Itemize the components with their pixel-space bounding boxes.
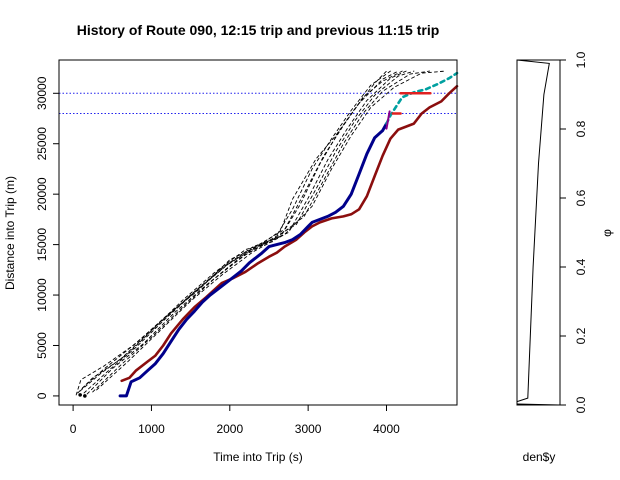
y-tick-label: 0 bbox=[35, 392, 49, 399]
density-y-tick-label: 0.8 bbox=[574, 120, 588, 137]
series-line-7 bbox=[96, 70, 446, 391]
y-axis-label: Distance into Trip (m) bbox=[3, 176, 17, 290]
x-tick-label: 4000 bbox=[373, 422, 400, 436]
x-tick-label: 0 bbox=[70, 422, 77, 436]
series-line-8 bbox=[82, 70, 403, 389]
density-y-tick-label: 0.6 bbox=[574, 189, 588, 206]
density-y-tick-label: 0.4 bbox=[574, 258, 588, 275]
density-line bbox=[516, 59, 550, 405]
density-y-axis: 0.0 0.2 0.4 0.6 0.8 1.0 bbox=[560, 51, 588, 413]
y-axis: 0 5000 10000 15000 20000 25000 30000 bbox=[35, 76, 59, 399]
density-series-group bbox=[516, 59, 561, 406]
y-tick-label: 10000 bbox=[35, 278, 49, 312]
series-line-6 bbox=[92, 70, 431, 393]
density-y-tick-label: 1.0 bbox=[574, 51, 588, 68]
y-tick-label: 30000 bbox=[35, 76, 49, 110]
x-axis-label: Time into Trip (s) bbox=[213, 450, 303, 464]
marker-segment bbox=[385, 110, 391, 130]
marker-point bbox=[78, 393, 82, 397]
y-tick-label: 25000 bbox=[35, 127, 49, 161]
density-baseline bbox=[516, 403, 561, 406]
main-chart: History of Route 090, 12:15 trip and pre… bbox=[3, 22, 459, 464]
x-axis: 0 1000 2000 3000 4000 bbox=[70, 405, 400, 436]
x-tick-label: 2000 bbox=[216, 422, 243, 436]
density-y-axis-label: φ bbox=[600, 229, 614, 237]
density-x-axis-label: den$y bbox=[523, 450, 556, 464]
marker-point bbox=[83, 394, 87, 398]
y-tick-label: 5000 bbox=[35, 332, 49, 359]
series-line-4 bbox=[83, 70, 407, 394]
chart-title: History of Route 090, 12:15 trip and pre… bbox=[77, 22, 440, 38]
markers-group bbox=[78, 92, 432, 398]
density-y-tick-label: 0.2 bbox=[574, 327, 588, 344]
y-tick-label: 20000 bbox=[35, 177, 49, 211]
x-tick-label: 3000 bbox=[295, 422, 322, 436]
y-tick-label: 15000 bbox=[35, 228, 49, 262]
series-line-10 bbox=[118, 122, 388, 398]
density-y-tick-label: 0.0 bbox=[574, 396, 588, 413]
x-tick-label: 1000 bbox=[138, 422, 165, 436]
density-panel: 0.0 0.2 0.4 0.6 0.8 1.0 den$y φ bbox=[516, 51, 614, 464]
plot-frame bbox=[58, 59, 458, 406]
